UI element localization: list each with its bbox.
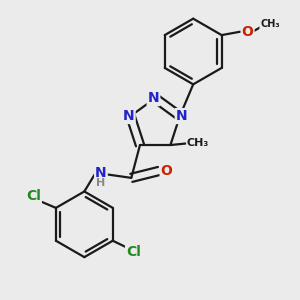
Text: O: O bbox=[160, 164, 172, 178]
Text: CH₃: CH₃ bbox=[260, 19, 280, 29]
Text: O: O bbox=[242, 25, 254, 39]
Text: Cl: Cl bbox=[26, 190, 41, 203]
Text: N: N bbox=[176, 109, 188, 123]
Text: N: N bbox=[95, 166, 107, 180]
Text: CH₃: CH₃ bbox=[187, 138, 209, 148]
Text: H: H bbox=[96, 178, 106, 188]
Text: N: N bbox=[123, 109, 135, 123]
Text: N: N bbox=[148, 91, 159, 105]
Text: Cl: Cl bbox=[126, 245, 141, 259]
